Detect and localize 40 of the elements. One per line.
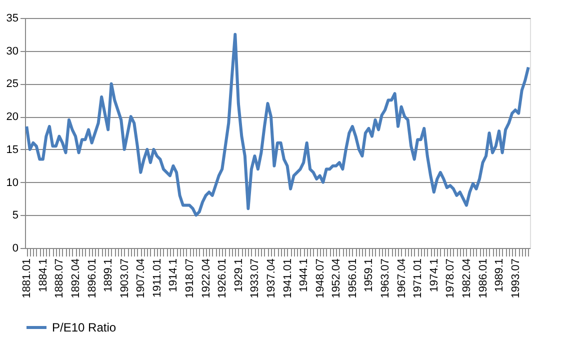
x-tick-label: 1892.04 bbox=[70, 258, 82, 298]
x-tick-label: 1911.01 bbox=[151, 258, 164, 298]
x-tick-label: 1929.1 bbox=[232, 258, 245, 292]
x-tick-label: 1967.04 bbox=[396, 258, 408, 298]
y-tick-label: 30 bbox=[6, 45, 18, 58]
x-tick-label: 1993.07 bbox=[510, 258, 522, 298]
y-tick-label: 0 bbox=[12, 242, 18, 254]
x-tick-label: 1937.04 bbox=[265, 258, 278, 298]
y-tick-label: 35 bbox=[6, 12, 18, 24]
x-tick-label: 1963.07 bbox=[380, 258, 392, 298]
x-tick-label: 1933.07 bbox=[249, 258, 262, 298]
y-tick-label: 20 bbox=[6, 111, 18, 124]
x-tick-label: 1971.01 bbox=[412, 258, 424, 298]
x-tick-label: 1907.04 bbox=[135, 258, 148, 298]
x-tick-label: 1982.04 bbox=[460, 258, 473, 298]
y-tick-label: 10 bbox=[6, 176, 18, 189]
x-tick-label: 1948.07 bbox=[314, 258, 326, 298]
x-tick-label: 1989.1 bbox=[494, 258, 506, 292]
x-tick-label: 1896.01 bbox=[86, 258, 98, 298]
x-tick-label: 1978.07 bbox=[444, 258, 457, 298]
y-tick-label: 25 bbox=[6, 78, 18, 90]
x-tick-label: 1884.1 bbox=[37, 258, 50, 292]
x-tick-label: 1944.1 bbox=[298, 258, 310, 292]
legend-label: P/E10 Ratio bbox=[52, 320, 116, 334]
x-tick-label: 1974.1 bbox=[428, 258, 440, 292]
x-tick-label: 1956.01 bbox=[346, 258, 359, 298]
x-tick-label: 1941.01 bbox=[282, 258, 294, 298]
x-tick-label: 1922.04 bbox=[200, 258, 212, 298]
x-tick-label: 1926.01 bbox=[216, 258, 229, 298]
y-tick-label: 15 bbox=[6, 144, 18, 156]
x-tick-label: 1914.1 bbox=[168, 258, 180, 292]
x-tick-label: 1986.01 bbox=[477, 258, 490, 298]
x-tick-label: 1952.04 bbox=[330, 258, 343, 298]
x-tick-label: 1888.07 bbox=[54, 258, 66, 298]
x-tick-label: 1881.01 bbox=[21, 258, 34, 298]
y-tick-label: 5 bbox=[12, 210, 18, 222]
x-tick-label: 1918.07 bbox=[184, 258, 196, 298]
x-tick-label: 1899.1 bbox=[102, 258, 115, 292]
x-tick-label: 1959.1 bbox=[363, 258, 376, 292]
x-tick-label: 1903.07 bbox=[118, 258, 131, 298]
